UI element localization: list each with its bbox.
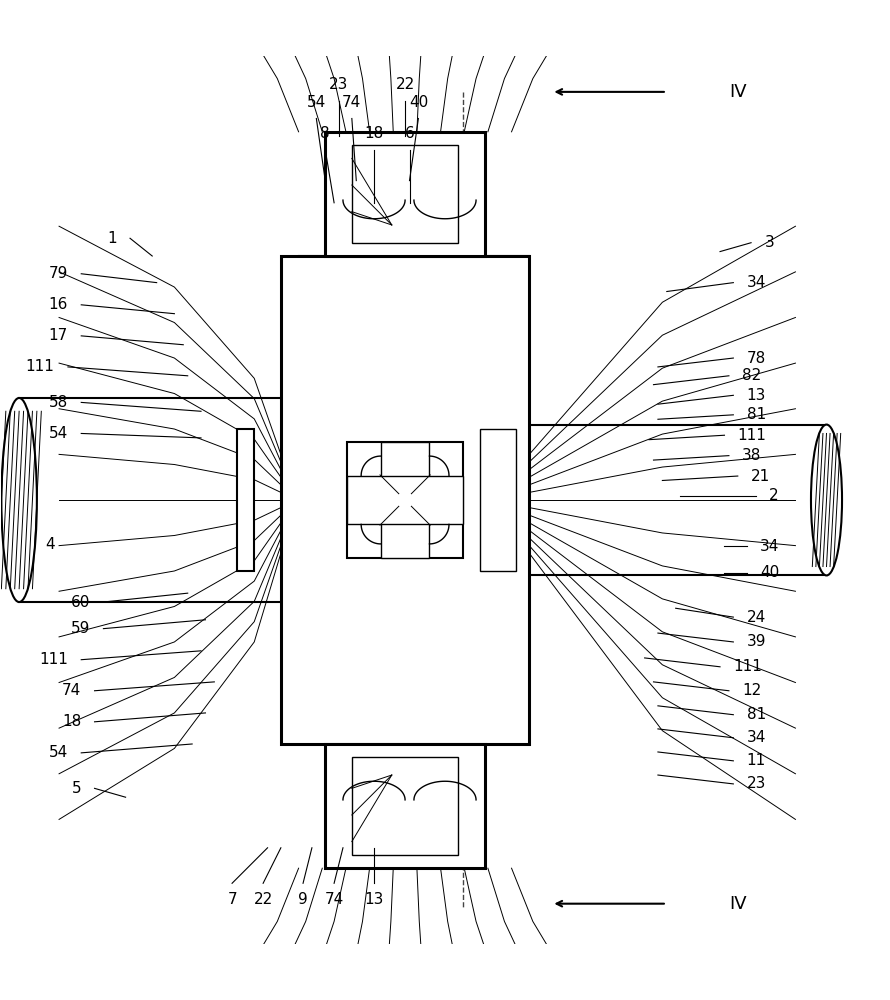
Text: 6: 6 — [405, 126, 415, 141]
Text: 18: 18 — [62, 714, 81, 729]
Text: 40: 40 — [409, 95, 428, 110]
Text: 16: 16 — [49, 297, 68, 312]
Text: 7: 7 — [227, 892, 237, 907]
Text: 78: 78 — [747, 351, 766, 366]
Text: 11: 11 — [747, 753, 766, 768]
Text: 34: 34 — [747, 275, 766, 290]
Text: 54: 54 — [307, 95, 326, 110]
Bar — [481, 429, 516, 571]
Text: 2: 2 — [769, 488, 779, 503]
Text: 34: 34 — [747, 730, 766, 745]
Text: 8: 8 — [320, 126, 330, 141]
Text: 12: 12 — [742, 683, 762, 698]
Text: 18: 18 — [364, 126, 384, 141]
Bar — [347, 442, 463, 558]
Text: 23: 23 — [747, 776, 766, 791]
Text: 79: 79 — [49, 266, 68, 281]
Bar — [325, 132, 485, 256]
Text: 111: 111 — [733, 659, 762, 674]
Text: 58: 58 — [49, 395, 68, 410]
Text: 21: 21 — [751, 469, 771, 484]
Text: 4: 4 — [45, 537, 54, 552]
Text: 38: 38 — [742, 448, 762, 463]
Bar — [347, 476, 463, 524]
Text: 3: 3 — [765, 235, 774, 250]
Text: 23: 23 — [328, 77, 348, 92]
Text: 40: 40 — [760, 565, 780, 580]
Text: 13: 13 — [364, 892, 384, 907]
Text: 74: 74 — [343, 95, 361, 110]
Bar — [237, 429, 255, 571]
Text: 111: 111 — [738, 428, 766, 443]
Text: 54: 54 — [49, 745, 68, 760]
Text: 74: 74 — [325, 892, 344, 907]
Bar — [381, 442, 430, 558]
Text: 5: 5 — [71, 781, 81, 796]
Text: 34: 34 — [760, 539, 780, 554]
Text: 111: 111 — [39, 652, 68, 667]
Ellipse shape — [2, 398, 36, 602]
Text: 74: 74 — [62, 683, 81, 698]
Text: 1: 1 — [107, 231, 117, 246]
Text: 13: 13 — [747, 388, 766, 403]
Text: 39: 39 — [747, 634, 766, 649]
Text: IV: IV — [729, 83, 747, 101]
Text: 59: 59 — [70, 621, 90, 636]
Text: 81: 81 — [747, 407, 766, 422]
Text: 60: 60 — [70, 595, 90, 610]
Text: 81: 81 — [747, 707, 766, 722]
Text: 111: 111 — [26, 359, 54, 374]
Bar — [325, 744, 485, 868]
Text: 17: 17 — [49, 328, 68, 343]
Text: 22: 22 — [254, 892, 272, 907]
Text: 9: 9 — [298, 892, 308, 907]
Text: 82: 82 — [742, 368, 762, 383]
Ellipse shape — [811, 425, 842, 575]
Text: IV: IV — [729, 895, 747, 913]
Bar — [352, 145, 458, 243]
Text: 24: 24 — [747, 610, 766, 625]
Text: 54: 54 — [49, 426, 68, 441]
Bar — [352, 757, 458, 855]
Bar — [281, 256, 530, 744]
Text: 22: 22 — [395, 77, 415, 92]
